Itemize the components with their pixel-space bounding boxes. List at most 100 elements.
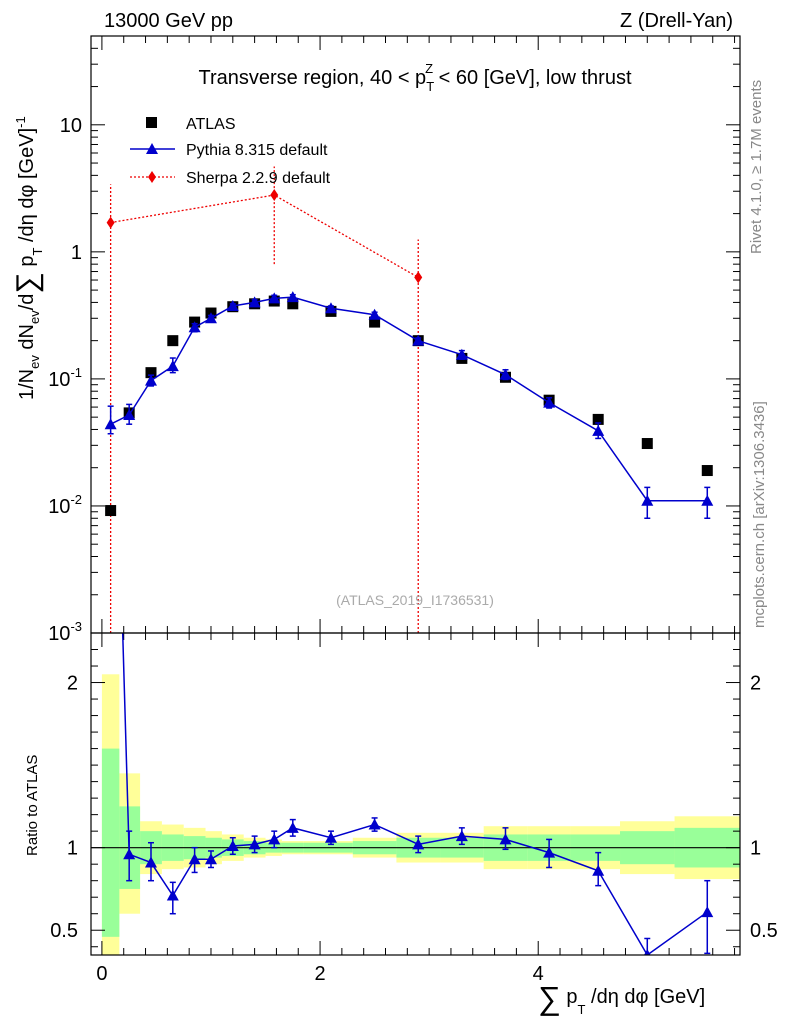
- pythia-point: [592, 424, 605, 436]
- ratio-axes: 0.5 0.5 1 1 2 2 0 2 4: [50, 633, 778, 985]
- sherpa-point: [414, 271, 423, 284]
- ratio-y-tick-label-right: 1: [750, 838, 761, 860]
- sherpa-line: [110, 194, 419, 278]
- main-y-tick-base: 10: [48, 369, 70, 391]
- sherpa-point: [106, 216, 115, 229]
- ratio-bands-layer: [91, 674, 740, 955]
- main-y-tick-base: 10: [48, 623, 70, 645]
- ratio-pythia-point: [455, 830, 468, 842]
- ratio-pythia-point: [368, 818, 381, 830]
- main-y-tick-exp: -2: [70, 492, 82, 507]
- ratio-pythia-point: [123, 848, 136, 860]
- main-title-sup: Z: [425, 61, 433, 76]
- legend-atlas-label: ATLAS: [186, 116, 236, 133]
- ylabel-b: dN: [16, 324, 38, 355]
- atlas-point: [641, 438, 653, 450]
- ratio-y-axis-label: Ratio to ATLAS: [24, 755, 41, 856]
- pythia-point: [701, 494, 714, 506]
- pythia-point: [248, 296, 261, 308]
- ratio-y-tick-label-left: 1: [67, 838, 78, 860]
- analysis-watermark: (ATLAS_2019_I1736531): [336, 592, 494, 608]
- main-y-tick-label: 10-2: [48, 492, 82, 518]
- ylabel-s2: ev: [27, 310, 42, 324]
- pythia-point: [104, 418, 117, 430]
- ratio-pythia-point: [644, 949, 651, 955]
- main-title: Transverse region, 40 < pTZ < 60 [GeV], …: [198, 61, 631, 94]
- atlas-point: [701, 465, 713, 477]
- ratio-pythia-point: [204, 853, 217, 865]
- main-y-tick-base: 10: [48, 496, 70, 518]
- sherpa-point: [270, 189, 279, 202]
- ratio-x-tick-label: 2: [314, 963, 325, 985]
- pythia-line: [110, 296, 708, 502]
- ylabel-d: p: [16, 256, 38, 273]
- ratio-frame: [90, 632, 741, 956]
- ratio-pythia-point: [412, 838, 425, 850]
- legend-pythia-marker: [146, 143, 158, 154]
- ratio-pythia-point: [499, 833, 512, 845]
- ratio-green-band: [101, 748, 120, 937]
- ratio-pythia-point: [592, 864, 605, 876]
- ratio-pythia-point: [268, 833, 281, 845]
- ratio-pythia-point: [144, 856, 157, 868]
- ratio-y-tick-label-right: 2: [750, 673, 761, 695]
- ratio-y-tick-label-right: 0.5: [750, 920, 778, 942]
- xlabel-a: p: [561, 986, 578, 1008]
- ratio-panel: 0.5 0.5 1 1 2 2 0 2 4 Ratio to ATLAS ∑ pT /dη dφ…: [24, 632, 778, 1017]
- main-y-tick-base: 1: [71, 242, 82, 264]
- legend-sherpa-label: Sherpa 2.2.9 default: [186, 170, 331, 187]
- pythia-point: [166, 360, 179, 372]
- pythia-point: [368, 308, 381, 320]
- atlas-point: [369, 316, 381, 328]
- main-y-tick-exp: -3: [70, 619, 82, 634]
- ratio-y-tick-label-left: 2: [67, 673, 78, 695]
- main-y-tick-label: 10-1: [48, 365, 82, 391]
- ratio-pythia-point: [226, 840, 239, 852]
- ratio-x-tick-label: 4: [533, 963, 544, 985]
- xlabel-sub: T: [578, 1002, 586, 1017]
- pythia-point: [204, 312, 217, 324]
- main-y-axis-label: 1/Nev dNev/d∑ pT /dη dφ [GeV]-1: [11, 116, 45, 400]
- ylabel-sup: -1: [13, 116, 28, 128]
- pythia-point: [324, 302, 337, 314]
- atlas-point: [167, 335, 179, 347]
- pythia-point: [123, 408, 136, 420]
- pythia-point: [543, 396, 556, 408]
- mcplots-label: mcplots.cern.ch [arXiv:1306.3436]: [751, 401, 768, 628]
- main-y-tick-label: 10: [60, 115, 82, 137]
- atlas-point: [145, 367, 157, 379]
- header-process-label: Z (Drell-Yan): [620, 10, 733, 32]
- main-title-part-a: Transverse region, 40 < p: [198, 67, 426, 89]
- ratio-pythia-point: [188, 853, 201, 865]
- main-y-tick-exp: -1: [70, 365, 82, 380]
- atlas-point: [105, 505, 117, 517]
- ylabel-e: /dη dφ [GeV]: [16, 128, 38, 248]
- pythia-point: [268, 292, 281, 304]
- pythia-point: [455, 348, 468, 360]
- ylabel-s1: ev: [27, 355, 42, 369]
- legend-pythia-label: Pythia 8.315 default: [186, 142, 328, 159]
- xlabel-sum: ∑: [538, 980, 561, 1016]
- main-y-tick-base: 10: [60, 115, 82, 137]
- ratio-pythia-point: [701, 906, 714, 918]
- atlas-point: [592, 413, 604, 425]
- ratio-y-tick-label-left: 0.5: [50, 920, 78, 942]
- main-title-sub: T: [426, 79, 434, 94]
- legend-atlas-marker: [146, 117, 157, 128]
- ratio-x-axis-label: ∑ pT /dη dφ [GeV]: [538, 980, 705, 1017]
- rivet-version-label: Rivet 4.1.0, ≥ 1.7M events: [748, 80, 765, 254]
- xlabel-b: /dη dφ [GeV]: [585, 986, 705, 1008]
- ratio-pythia-point: [286, 821, 299, 833]
- ratio-x-tick-label: 0: [96, 963, 107, 985]
- pythia-point: [188, 321, 201, 333]
- ylabel-s3: T: [30, 248, 45, 256]
- ylabel-a: 1/N: [16, 369, 38, 400]
- legend: ATLAS Pythia 8.315 default Sherpa 2.2.9 …: [130, 116, 331, 187]
- ratio-pythia-point: [166, 889, 179, 901]
- pythia-point: [412, 334, 425, 346]
- ylabel-c: /d: [16, 294, 38, 311]
- pythia-point: [226, 299, 239, 311]
